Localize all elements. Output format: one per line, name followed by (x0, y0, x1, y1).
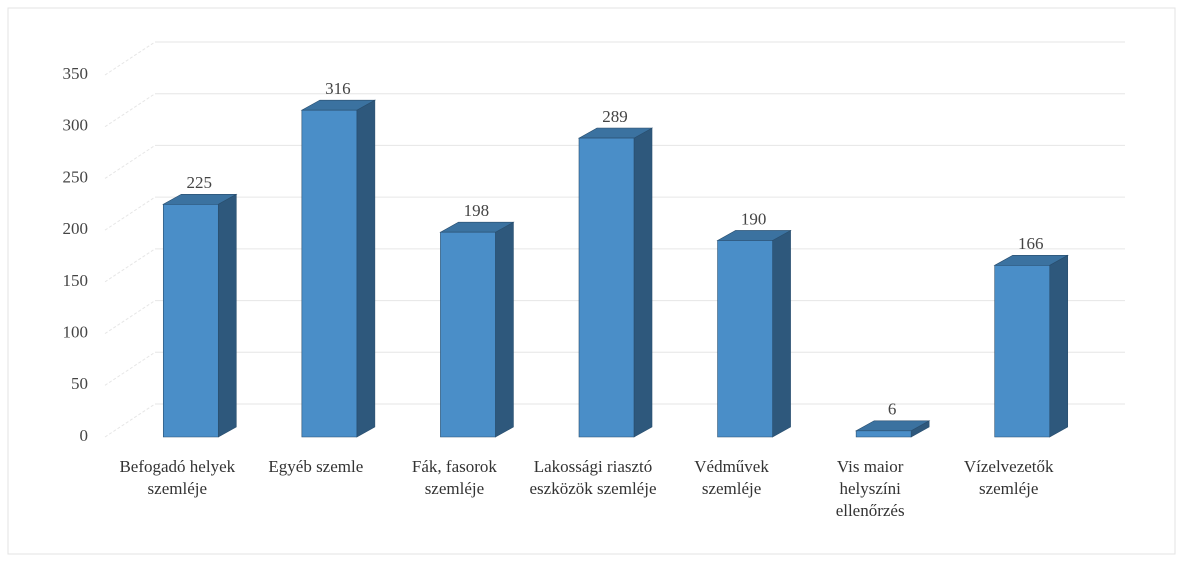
grid-wall-line (104, 93, 156, 128)
bar-front (578, 137, 635, 438)
x-tick-label: Lakossági riasztó eszközök szemléje (529, 457, 657, 498)
x-tick-label: Fák, fasorok szemléje (411, 457, 497, 498)
bar (439, 221, 515, 438)
y-tick-label: 50 (71, 374, 88, 393)
y-tick-label: 250 (63, 167, 89, 186)
bar-front (717, 240, 773, 438)
y-tick-label: 200 (63, 219, 89, 238)
bar (854, 420, 931, 438)
grid-wall-line (104, 196, 156, 231)
grid-wall-line (104, 300, 156, 334)
bar (300, 99, 377, 438)
grid-wall-line (104, 145, 156, 179)
y-tick-label: 0 (80, 426, 89, 445)
bar-front (994, 265, 1051, 438)
value-label: 316 (325, 79, 351, 98)
value-label: 225 (187, 173, 213, 192)
bar-front (162, 203, 219, 438)
grid-wall-line (104, 351, 156, 386)
y-tick-label: 350 (63, 64, 89, 83)
value-label: 289 (602, 107, 628, 126)
bar-side (217, 193, 237, 438)
bar-front (301, 109, 358, 438)
grid-wall-line (104, 403, 156, 438)
bar (716, 229, 792, 438)
x-tick-label: Egyéb szemle (268, 457, 364, 476)
grid-wall-line (104, 248, 156, 283)
grid-wall-line (104, 41, 156, 76)
bar (993, 254, 1069, 438)
x-tick-label: Befogadó helyek szemléje (119, 457, 236, 498)
y-tick-label: 100 (63, 322, 89, 341)
y-tick-label: 150 (63, 271, 89, 290)
frame (7, 7, 1176, 555)
x-tick-label: Vis maior helyszíni ellenőrzés (835, 457, 905, 520)
value-label: 198 (464, 201, 490, 220)
bar (162, 193, 238, 438)
value-label: 190 (741, 209, 767, 228)
bar-side (495, 221, 514, 438)
bar-side (772, 229, 791, 438)
bar-side (633, 127, 653, 438)
y-tick-label: 300 (63, 116, 89, 135)
bar-side (356, 99, 376, 438)
value-label: 166 (1018, 234, 1044, 253)
x-tick-label: Védművek szemléje (694, 457, 769, 498)
bar-front (855, 430, 912, 438)
bar (577, 127, 654, 438)
bar-side (1049, 254, 1069, 438)
x-tick-label: Vízelvezetők szemléje (963, 457, 1054, 498)
value-label: 6 (888, 400, 897, 419)
bar-front (440, 231, 496, 438)
